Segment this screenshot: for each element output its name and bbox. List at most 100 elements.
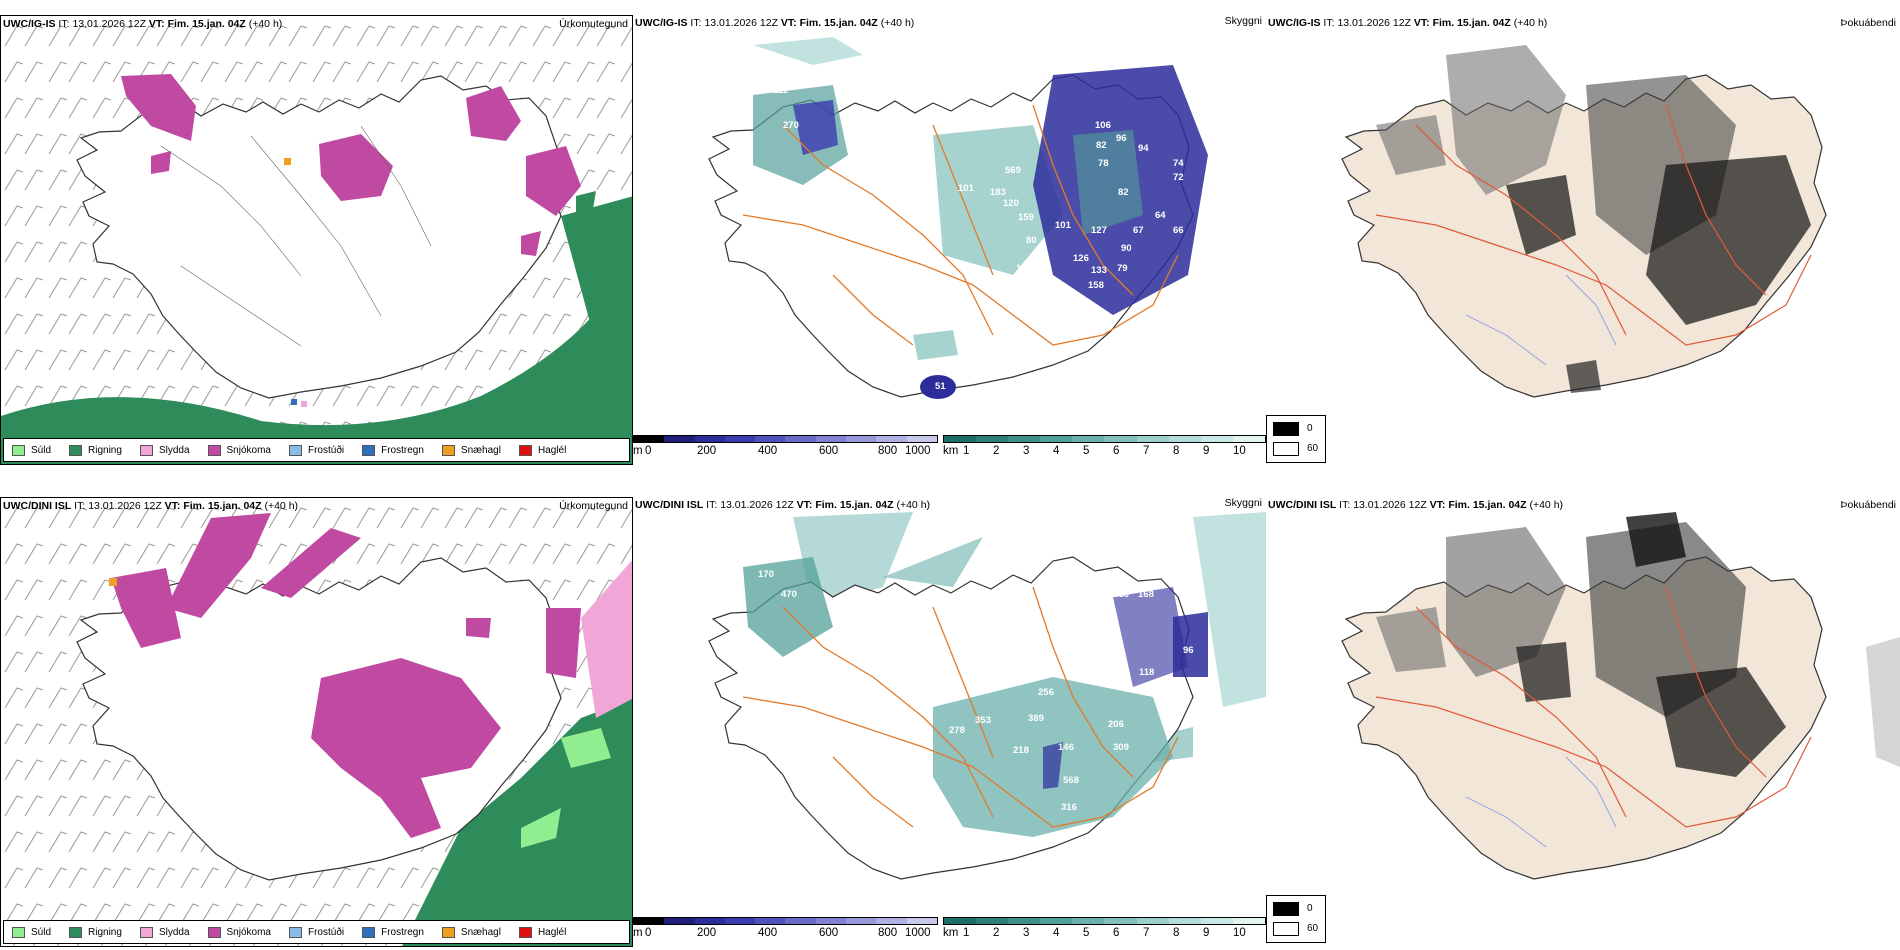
visibility-color-step [976, 436, 1009, 442]
top-fog-legend: 0 60 [1266, 415, 1326, 463]
bottom-precip-legend: Súld Rigning Slydda Snjókoma Frostúði Fr… [3, 920, 630, 944]
cloudbase-tick: 0 [645, 927, 652, 939]
visibility-color-step [1040, 436, 1073, 442]
cloud-value-label: 67 [1133, 225, 1144, 236]
visibility-tick: 9 [1203, 445, 1210, 457]
visibility-color-step [1040, 918, 1073, 924]
top-cloud-panel: UWC/IG-IS IT: 13.01.2026 12Z VT: Fim. 15… [633, 15, 1266, 465]
top-cloudbase-colorbar: m 0 200 400 600 800 1000 [633, 435, 938, 465]
cloudbase-color-step [634, 918, 665, 924]
cloud-value-label: 133 [1091, 265, 1107, 276]
visibility-tick: 6 [1113, 927, 1120, 939]
cloud-value-label: 256 [1038, 687, 1054, 698]
legend-item-drizzle: Súld [12, 926, 51, 938]
top-cloud-header: UWC/IG-IS IT: 13.01.2026 12Z VT: Fim. 15… [635, 17, 915, 29]
cloud-value-label: 168 [1138, 589, 1154, 600]
cloud-value-label: 158 [728, 589, 744, 600]
cloud-value-label: 120 [1003, 198, 1019, 209]
cloud-value-label: 82 [1096, 140, 1107, 151]
visibility-color-step [1104, 436, 1137, 442]
cloudbase-color-step [906, 436, 937, 442]
legend-swatch-freezing-drizzle [288, 444, 302, 456]
visibility-tick: 9 [1203, 927, 1210, 939]
bottom-fog-panel: UWC/DINI ISL IT: 13.01.2026 12Z VT: Fim.… [1266, 497, 1900, 947]
visibility-tick: 1 [963, 927, 970, 939]
legend-item-sleet: Slydda [139, 444, 190, 456]
visibility-color-step [1200, 436, 1233, 442]
visibility-color-step [944, 918, 977, 924]
cloudbase-unit: m [633, 445, 643, 457]
legend-item-hail: Haglél [518, 926, 566, 938]
visibility-tick: 8 [1173, 445, 1180, 457]
cloudbase-tick: 200 [697, 445, 717, 457]
cloudbase-color-step [755, 918, 786, 924]
cloudbase-color-step [664, 918, 695, 924]
legend-item-sleet: Slydda [139, 926, 190, 938]
bottom-cloud-header: UWC/DINI ISL IT: 13.01.2026 12Z VT: Fim.… [635, 499, 931, 511]
cloudbase-strip [633, 435, 938, 443]
top-cloud-title: Skyggni [1224, 15, 1262, 27]
cloud-value-label: 353 [975, 715, 991, 726]
visibility-color-step [1232, 436, 1265, 442]
bottom-cloudbase-colorbar: m 0 200 400 600 800 1000 [633, 917, 938, 947]
visibility-color-step [1200, 918, 1233, 924]
top-precip-title: Úrkomutegund [559, 18, 628, 30]
cloud-value-label: 101 [958, 183, 974, 194]
visibility-strip [943, 917, 1266, 925]
cloud-value-label: 270 [783, 120, 799, 131]
bottom-cloud-title: Skyggni [1224, 497, 1262, 509]
bottom-fog-title: Þokuábendi [1840, 499, 1896, 511]
cloud-value-label: 569 [1005, 165, 1021, 176]
bottom-fog-map [1341, 512, 1900, 880]
cloud-value-label: 158 [1108, 589, 1124, 600]
cloud-value-label: 106 [1095, 120, 1111, 131]
legend-item-freezing-drizzle: Frostúði [288, 926, 344, 938]
visibility-tick: 7 [1143, 927, 1150, 939]
cloudbase-unit: m [633, 927, 643, 939]
cloudbase-color-step [815, 918, 847, 924]
cloud-value-label: 96 [1183, 645, 1194, 656]
legend-swatch-snow [207, 926, 221, 938]
cloudbase-color-step [694, 436, 725, 442]
cloud-value-label: 111 [773, 85, 788, 96]
cloudbase-color-step [755, 436, 786, 442]
legend-item-freezing-rain: Frostregn [362, 444, 424, 456]
cloudbase-tick: 600 [819, 927, 839, 939]
legend-item-freezing-rain: Frostregn [362, 926, 424, 938]
bottom-precip-map [1, 498, 632, 946]
cloudbase-tick: 200 [697, 927, 717, 939]
cloud-value-label: 470 [781, 589, 797, 600]
cloud-value-label: 382 [1093, 621, 1109, 632]
cloud-value-label: 309 [1113, 742, 1129, 753]
visibility-tick: 4 [1053, 445, 1060, 457]
legend-item-snow: Snjókoma [207, 926, 271, 938]
visibility-tick: 7 [1143, 445, 1150, 457]
visibility-color-step [1232, 918, 1265, 924]
visibility-tick: 2 [993, 445, 1000, 457]
cloudbase-color-step [785, 918, 816, 924]
cloudbase-tick: 600 [819, 445, 839, 457]
legend-swatch-drizzle [12, 444, 25, 456]
visibility-tick: 1 [963, 445, 970, 457]
fog-legend-black-swatch [1273, 422, 1299, 436]
visibility-tick: 5 [1083, 927, 1090, 939]
top-fog-title: Þokuábendi [1840, 17, 1896, 29]
cloud-value-label: 127 [1091, 225, 1107, 236]
bottom-fog-legend: 0 60 [1266, 895, 1326, 943]
visibility-color-step [1104, 918, 1137, 924]
cloudbase-color-step [846, 436, 877, 442]
visibility-unit: km [943, 445, 959, 457]
bottom-precip-header: UWC/DINI ISL IT: 13.01.2026 12Z VT: Fim.… [3, 500, 299, 512]
legend-item-freezing-drizzle: Frostúði [288, 444, 344, 456]
cloud-value-label: 76 [728, 117, 739, 128]
cloud-value-label: 96 [1116, 133, 1127, 144]
visibility-color-step [976, 918, 1009, 924]
cloudbase-color-step [694, 918, 725, 924]
legend-swatch-snow [207, 444, 221, 456]
top-fog-panel: UWC/IG-IS IT: 13.01.2026 12Z VT: Fim. 15… [1266, 15, 1900, 465]
cloud-value-label: 183 [990, 187, 1006, 198]
legend-item-hail: Haglél [518, 444, 566, 456]
bottom-cloud-map [708, 512, 1266, 880]
legend-item-snow-pellets: Snæhagl [441, 444, 501, 456]
legend-swatch-rain [69, 444, 83, 456]
